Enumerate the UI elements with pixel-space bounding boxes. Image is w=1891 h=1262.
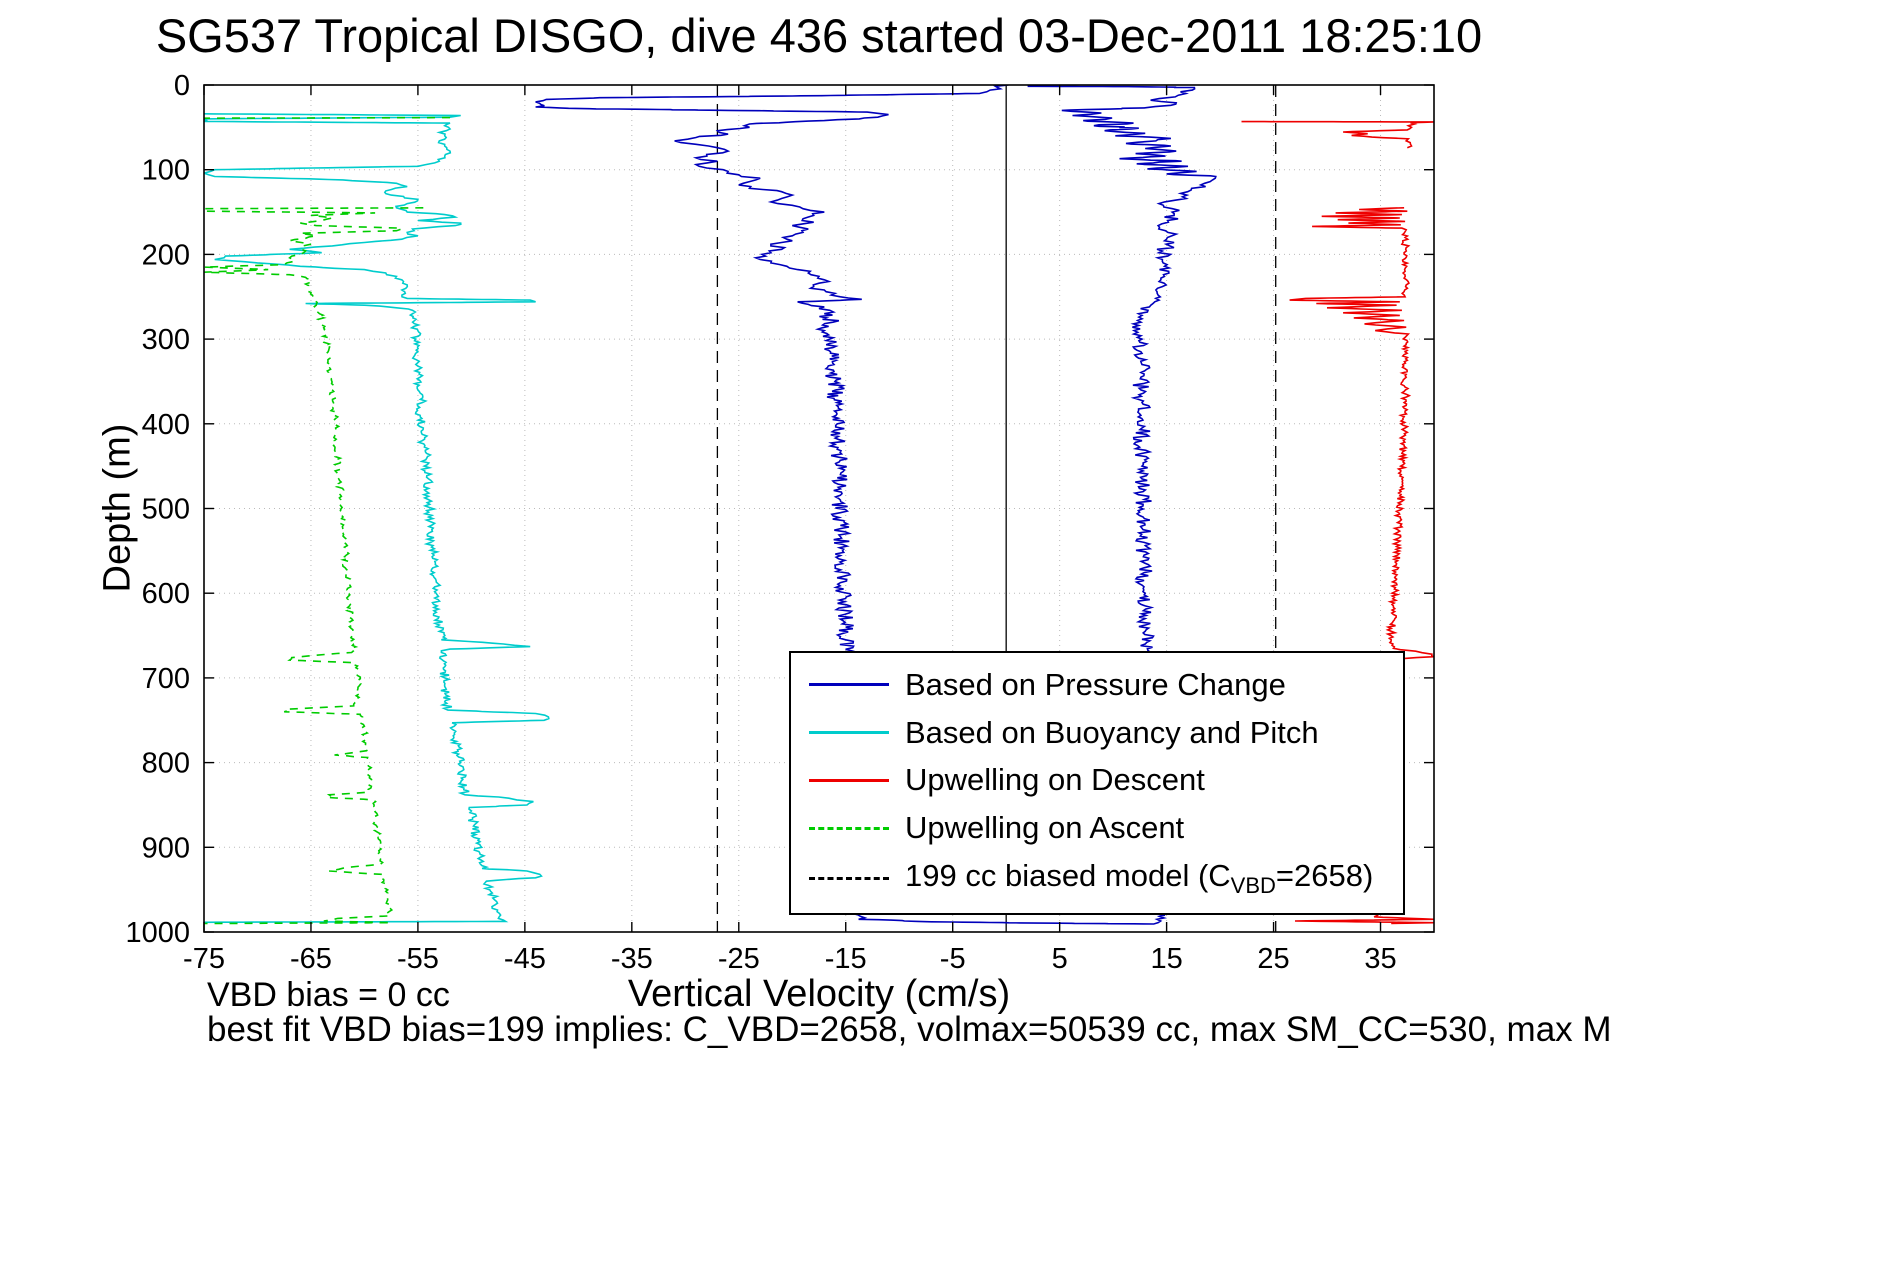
- series-1-line: [204, 113, 550, 924]
- y-tick-label: 600: [142, 578, 190, 610]
- legend-line-sample: [809, 826, 889, 830]
- y-tick-label: 200: [142, 239, 190, 271]
- y-tick-label: 1000: [125, 917, 190, 949]
- x-tick-label: -65: [290, 943, 332, 975]
- x-tick-label: 15: [1150, 943, 1182, 975]
- x-tick-label: -5: [940, 943, 966, 975]
- chart-title: SG537 Tropical DISGO, dive 436 started 0…: [155, 9, 1483, 62]
- legend-label: Based on Buoyancy and Pitch: [905, 714, 1319, 750]
- y-tick-label: 700: [142, 663, 190, 695]
- y-axis-label: Depth (m): [96, 423, 139, 593]
- legend-entry-3: Upwelling on Ascent: [791, 810, 1403, 846]
- legend-label: 199 cc biased model (CVBD=2658): [905, 857, 1374, 899]
- legend-label: Upwelling on Ascent: [905, 810, 1185, 846]
- x-axis-label: Vertical Velocity (cm/s): [627, 973, 1011, 1015]
- y-tick-label: 100: [142, 155, 190, 187]
- legend-entry-0: Based on Pressure Change: [791, 667, 1403, 703]
- best-fit-annotation: best fit VBD bias=199 implies: C_VBD=265…: [207, 1010, 1612, 1049]
- y-tick-label: 800: [142, 748, 190, 780]
- series-3-line: [204, 207, 424, 925]
- legend-entry-1: Based on Buoyancy and Pitch: [791, 715, 1403, 751]
- y-tick-label: 900: [142, 832, 190, 864]
- legend-label: Upwelling on Descent: [905, 762, 1205, 798]
- legend-entry-2: Upwelling on Descent: [791, 762, 1403, 798]
- legend-line-sample: [809, 683, 889, 687]
- legend-line-sample: [809, 876, 889, 880]
- y-tick-label: 0: [174, 70, 190, 102]
- x-tick-label: 35: [1364, 943, 1396, 975]
- x-tick-label: -25: [718, 943, 760, 975]
- y-tick-label: 500: [142, 494, 190, 526]
- x-tick-label: 5: [1052, 943, 1068, 975]
- x-tick-label: 25: [1257, 943, 1289, 975]
- series-3-line: [204, 116, 450, 119]
- legend-line-sample: [809, 778, 889, 782]
- x-tick-label: -35: [611, 943, 653, 975]
- x-tick-label: -75: [183, 943, 225, 975]
- y-tick-label: 400: [142, 409, 190, 441]
- x-tick-label: -55: [397, 943, 439, 975]
- x-tick-label: -15: [825, 943, 867, 975]
- series-0-line: [535, 85, 1217, 925]
- series-2-line: [1241, 120, 1434, 149]
- legend-label: Based on Pressure Change: [905, 666, 1286, 702]
- legend: Based on Pressure Change Based on Buoyanc…: [789, 651, 1405, 915]
- x-tick-label: -45: [504, 943, 546, 975]
- legend-line-sample: [809, 731, 889, 735]
- legend-entry-4: 199 cc biased model (CVBD=2658): [791, 858, 1403, 899]
- y-tick-label: 300: [142, 324, 190, 356]
- vbd-bias-annotation: VBD bias = 0 cc: [207, 976, 450, 1014]
